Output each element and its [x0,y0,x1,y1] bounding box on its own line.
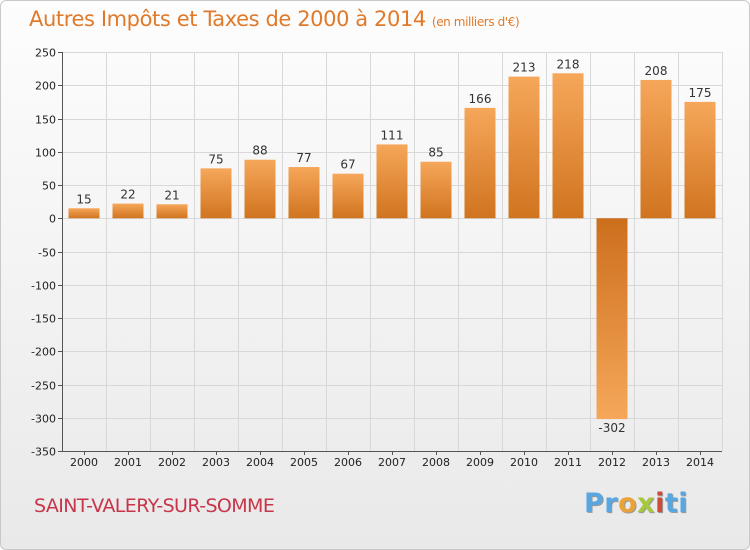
bar-2014 [684,101,716,219]
data-label-2003: 75 [208,152,223,166]
data-label-2013: 208 [645,64,668,78]
logo-part-2: o [618,488,638,519]
x-tick-label-2005: 2005 [290,456,318,469]
data-label-2009: 166 [469,92,492,106]
logo-part-3: x [637,488,656,519]
bar-2008 [420,161,452,219]
x-tick-label-2002: 2002 [158,456,186,469]
y-tick-label: -50 [38,247,56,260]
x-tick-labels: 2000 2001 2002 2003 2004 2005 2006 2007 2008 2009… [70,456,714,469]
data-label-2000: 15 [76,192,91,206]
logo-part-4: i [655,488,665,519]
y-tick-label: 150 [35,114,56,127]
bars [68,73,716,420]
logo-part-5: ti [664,488,689,519]
chart-title-text: Autres Impôts et Taxes de 2000 à 2014 [29,7,426,31]
bar-2012 [596,218,628,420]
proxiti-logo: Proxiti [584,488,688,519]
y-tick-label: 0 [49,213,56,226]
bar-2009 [464,107,496,219]
x-tick-label-2003: 2003 [202,456,230,469]
data-label-2007: 111 [381,128,404,142]
commune-name: SAINT-VALERY-SUR-SOMME [34,495,275,517]
data-label-2014: 175 [689,86,712,100]
bar-2013 [640,79,672,219]
x-tick-label-2009: 2009 [466,456,494,469]
data-label-2005: 77 [296,151,311,165]
bar-2006 [332,173,364,219]
chart-subtitle: (en milliers d'€) [431,15,520,29]
data-label-2008: 85 [428,146,443,160]
y-tick-label: -250 [31,380,56,393]
data-label-2001: 22 [120,188,135,202]
bar-2005 [288,167,320,219]
bar-2007 [376,144,408,219]
y-tick-label: -300 [31,413,56,426]
x-tick-label-2007: 2007 [378,456,406,469]
bar-2003 [200,168,232,219]
data-label-2012: -302 [598,421,625,435]
y-tick-label: 200 [35,80,56,93]
bar-2001 [112,203,144,219]
data-label-2011: 218 [557,57,580,71]
bar-2000 [68,208,100,219]
x-tick-label-2000: 2000 [70,456,98,469]
x-tick-label-2010: 2010 [510,456,538,469]
bar-2010 [508,76,540,219]
y-tick-label: -200 [31,346,56,359]
x-tick-label-2004: 2004 [246,456,274,469]
y-tick-labels: 250 200 150 100 50 0 -50 -100 -150 -200 -250 -300 -3… [31,47,56,459]
x-tick-label-2006: 2006 [334,456,362,469]
y-tick-label: -150 [31,313,56,326]
data-label-2006: 67 [340,158,355,172]
x-tick-label-2001: 2001 [114,456,142,469]
y-tick-label: -100 [31,280,56,293]
y-tick-label: 100 [35,147,56,160]
x-tick-label-2011: 2011 [554,456,582,469]
axes [58,52,722,455]
y-tick-label: -350 [31,446,56,459]
bar-2011 [552,73,584,219]
data-label-2004: 88 [252,144,267,158]
bar-2004 [244,159,276,219]
x-tick-label-2013: 2013 [642,456,670,469]
x-tick-label-2008: 2008 [422,456,450,469]
y-tick-label: 50 [42,180,56,193]
bar-2002 [156,204,188,219]
x-tick-label-2014: 2014 [686,456,714,469]
chart-title: Autres Impôts et Taxes de 2000 à 2014 (en… [29,7,520,31]
logo-part-1: Pr [584,488,619,519]
x-tick-label-2012: 2012 [598,456,626,469]
y-tick-label: 250 [35,47,56,60]
data-label-2002: 21 [164,188,179,202]
data-labels: 15 22 21 75 88 77 67 111 85 166 213 218 -302 208 175 [76,57,711,435]
data-label-2010: 213 [513,61,536,75]
